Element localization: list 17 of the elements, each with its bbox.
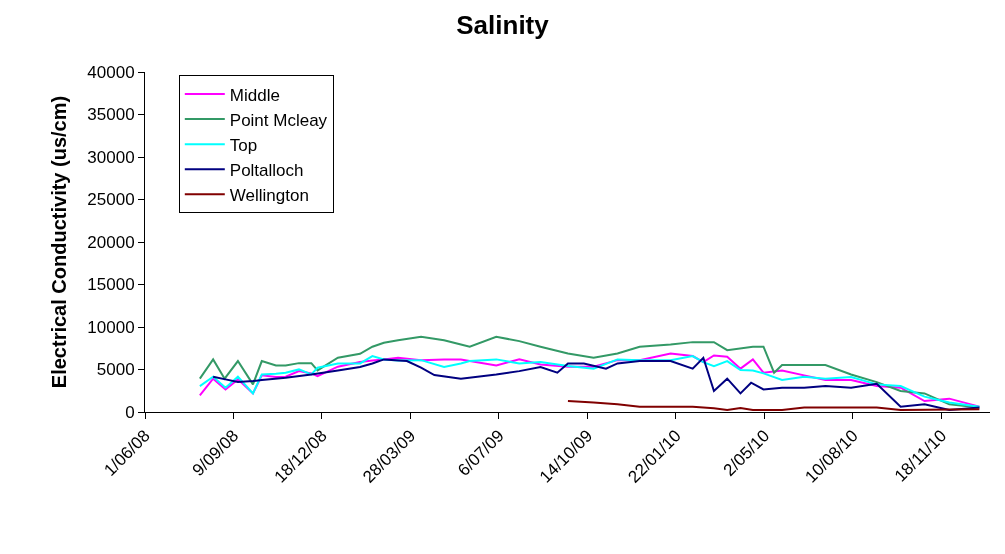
legend-label: Middle xyxy=(229,85,280,105)
legend-label: Top xyxy=(229,135,258,155)
legend-label: Point Mcleay xyxy=(229,110,328,130)
y-tick-label: 35000 xyxy=(87,105,135,125)
y-tick-label: 20000 xyxy=(87,232,135,252)
y-tick-label: 10000 xyxy=(87,317,135,337)
legend-label: Wellington xyxy=(229,185,309,205)
legend-label: Poltalloch xyxy=(229,160,304,180)
y-tick-label: 25000 xyxy=(87,190,135,210)
chart-title: Salinity xyxy=(456,10,550,41)
line-series xyxy=(566,400,981,412)
y-axis-title: Electrical Conductivity (us/cm) xyxy=(47,95,70,389)
y-tick-label: 5000 xyxy=(96,360,135,380)
y-tick-label: 0 xyxy=(125,402,135,422)
y-tick-label: 30000 xyxy=(87,147,135,167)
y-tick-label: 15000 xyxy=(87,275,135,295)
y-tick-label: 40000 xyxy=(87,62,135,82)
